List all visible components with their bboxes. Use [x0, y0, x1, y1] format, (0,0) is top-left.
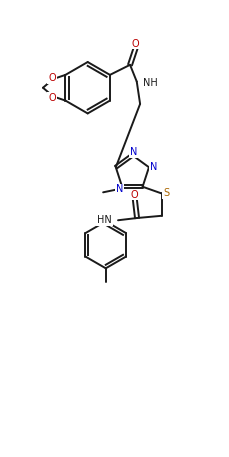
Text: N: N: [130, 147, 137, 157]
Text: N: N: [116, 185, 124, 194]
Text: N: N: [150, 162, 157, 172]
Text: HN: HN: [97, 215, 112, 225]
Text: O: O: [48, 73, 56, 83]
Text: O: O: [132, 38, 139, 48]
Text: O: O: [48, 92, 56, 102]
Text: S: S: [163, 188, 169, 198]
Text: O: O: [131, 190, 139, 200]
Text: NH: NH: [143, 78, 158, 88]
